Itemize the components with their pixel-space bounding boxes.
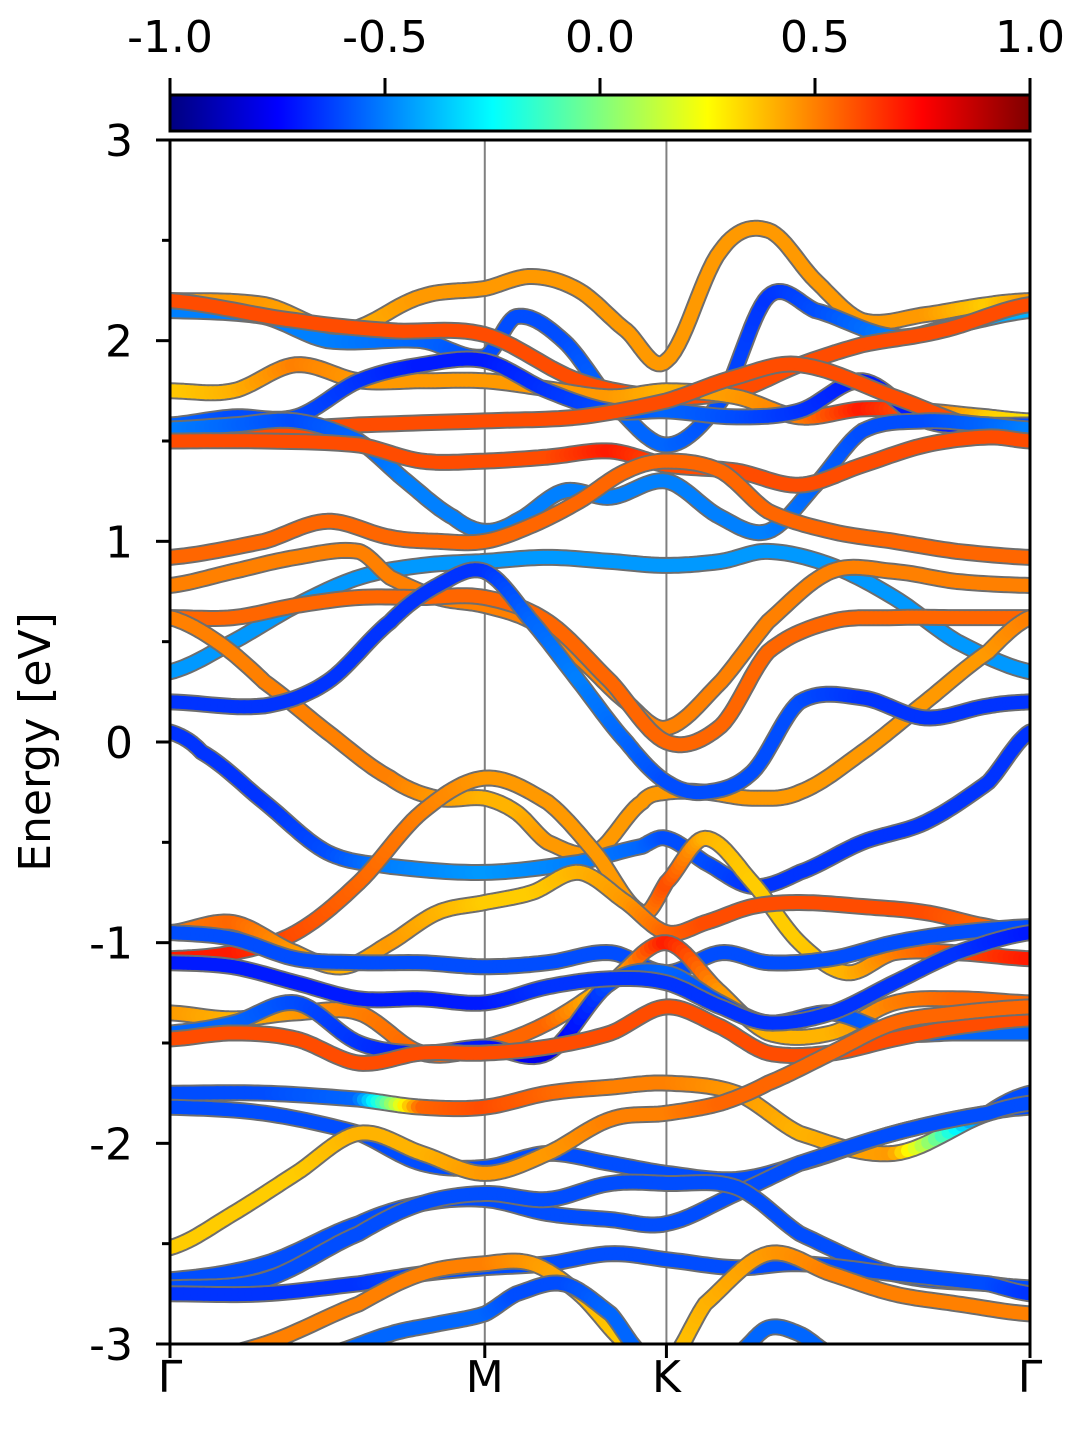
colorbar-tick-label: -1.0 — [127, 12, 213, 63]
colorbar-tick-label: 0.5 — [780, 12, 850, 63]
colorbar-ticks: -1.0 -0.5 0.0 0.5 1.0 — [127, 12, 1065, 95]
colorbar: -1.0 -0.5 0.0 0.5 1.0 — [127, 12, 1065, 133]
bands — [170, 219, 1030, 1344]
band-10 — [170, 542, 1030, 681]
colorbar-tick-label: 1.0 — [995, 12, 1065, 63]
band-25 — [170, 998, 1030, 1257]
colorbar-tick-label: -0.5 — [342, 12, 428, 63]
band-9 — [170, 452, 1030, 566]
band-12 — [170, 587, 1030, 754]
colorbar-gradient — [168, 93, 1032, 133]
colorbar-tick-label: 0.0 — [565, 12, 635, 63]
band-14 — [170, 561, 1030, 802]
band-15 — [170, 723, 1030, 896]
band-13 — [170, 609, 1030, 864]
band-22 — [170, 924, 1030, 1032]
